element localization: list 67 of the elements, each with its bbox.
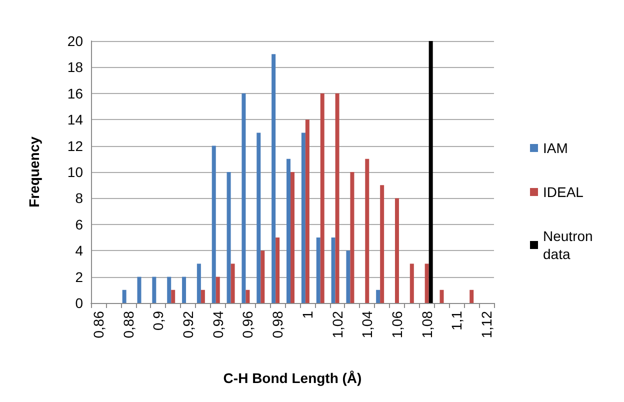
x-tick-label: 1,1: [448, 310, 465, 330]
bar: [182, 276, 186, 303]
bar: [305, 120, 310, 303]
bar: [216, 276, 220, 303]
bar: [196, 264, 201, 303]
y-axis-title: Frequency: [26, 136, 42, 208]
bar: [350, 172, 354, 303]
x-tick-label: 1: [299, 310, 316, 319]
y-tick-label: 14: [67, 112, 84, 128]
bar: [301, 132, 306, 303]
y-tick-label: 2: [75, 268, 84, 285]
bar: [256, 132, 261, 303]
bar: [424, 264, 429, 303]
x-tick-label: 1,08: [418, 310, 435, 338]
y-tick-label: 18: [67, 59, 84, 76]
bar: [290, 172, 294, 303]
bar: [470, 290, 474, 303]
bar: [410, 264, 414, 303]
x-tick-label: 1,12: [478, 310, 495, 338]
bar: [272, 54, 276, 303]
y-tick-label: 8: [75, 190, 84, 206]
bar: [242, 93, 246, 303]
bar: [276, 238, 280, 303]
bar: [200, 290, 205, 303]
y-tick-label: 20: [67, 33, 84, 49]
bar: [260, 250, 265, 303]
bar: [365, 158, 370, 303]
bar: [440, 290, 444, 303]
bar: [226, 172, 231, 303]
x-tick-label: 0,86: [90, 310, 106, 338]
bar: [380, 185, 384, 303]
bar: [376, 290, 380, 303]
x-tick-label: 1,06: [388, 310, 405, 338]
bar: [230, 264, 235, 303]
x-tick-label: 0,92: [180, 310, 196, 338]
legend-label: Neutron data: [543, 228, 597, 262]
bar: [394, 198, 399, 303]
bar: [346, 250, 350, 303]
legend-label: IAM: [543, 140, 568, 156]
bar: [171, 290, 176, 303]
y-tick-label: 0: [75, 295, 84, 311]
bar: [212, 146, 216, 303]
x-tick-label: 0,98: [270, 310, 286, 338]
y-tick-label: 4: [75, 242, 84, 259]
legend-label: IDEAL: [543, 184, 584, 200]
bar: [122, 290, 126, 303]
bar: [320, 93, 324, 303]
bar: [428, 41, 433, 303]
bar: [331, 238, 336, 303]
bar: [316, 238, 320, 303]
y-tick-label: 6: [75, 216, 84, 232]
y-tick-label: 16: [67, 85, 84, 102]
x-tick-label: 0,88: [120, 310, 136, 338]
x-axis-title: C-H Bond Length (Å): [223, 370, 362, 386]
x-tick-label: 0,9: [150, 310, 166, 330]
x-tick-label: 0,96: [240, 310, 256, 338]
x-tick-label: 0,94: [210, 310, 226, 338]
bar: [167, 276, 172, 303]
y-tick-label: 12: [67, 138, 84, 154]
bar: [137, 276, 142, 303]
bar: [246, 290, 250, 303]
y-tick-label: 10: [67, 164, 84, 180]
bar: [152, 276, 156, 303]
x-tick-label: 1,02: [329, 310, 346, 338]
x-tick-label: 1,04: [359, 310, 376, 338]
bar: [335, 93, 340, 303]
bar: [286, 158, 290, 303]
